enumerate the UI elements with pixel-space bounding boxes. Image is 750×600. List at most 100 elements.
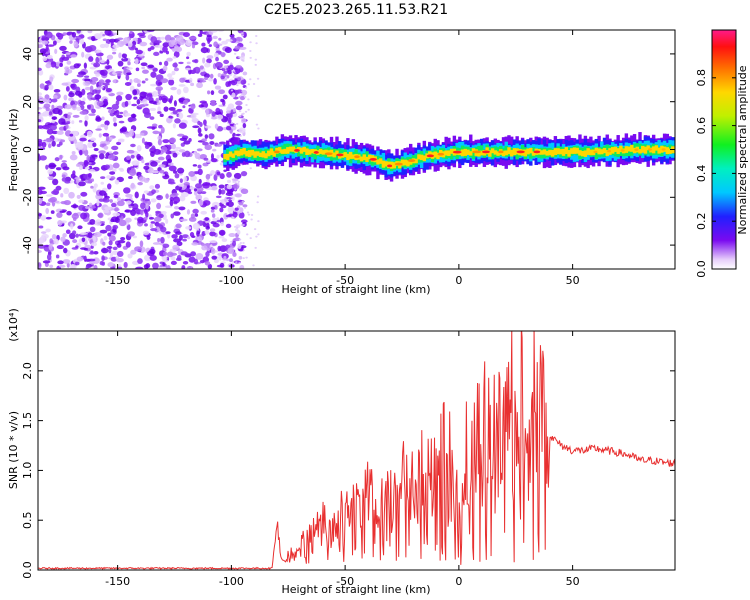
noise-speck — [165, 231, 171, 234]
ridge-cell — [490, 148, 495, 154]
noise-speck — [76, 256, 84, 262]
noise-speck — [141, 137, 145, 144]
noise-speck — [227, 117, 232, 124]
noise-speck — [49, 196, 58, 203]
noise-speck — [88, 45, 97, 52]
noise-speck — [235, 226, 239, 229]
ridge-cell — [403, 159, 407, 166]
noise-speck — [187, 191, 193, 195]
noise-speck — [150, 198, 157, 203]
noise-speck — [46, 61, 52, 65]
noise-speck — [79, 232, 88, 236]
noise-speck — [38, 69, 44, 76]
noise-speck — [59, 62, 63, 68]
noise-speck — [167, 158, 173, 164]
noise-speck — [207, 37, 211, 45]
noise-speck — [60, 139, 65, 143]
noise-speck — [60, 201, 67, 205]
ridge-cell — [597, 148, 601, 155]
noise-speck — [238, 127, 246, 134]
noise-speck — [136, 135, 142, 139]
noise-speck — [168, 106, 176, 111]
noise-speck — [220, 205, 227, 209]
noise-speck — [38, 141, 44, 147]
noise-speck — [204, 144, 212, 151]
noise-speck — [69, 154, 78, 161]
noise-speck — [38, 249, 42, 254]
noise-speck — [39, 48, 47, 54]
ridge-cell — [602, 147, 607, 154]
noise-speck — [167, 73, 173, 78]
noise-speck — [130, 249, 137, 255]
noise-speck — [220, 98, 225, 103]
noise-speck — [38, 186, 46, 190]
noise-speck — [157, 82, 163, 85]
noise-speck — [87, 141, 95, 149]
noise-speck — [49, 238, 54, 244]
noise-speck — [127, 41, 133, 48]
noise-speck — [150, 221, 156, 224]
noise-speck — [51, 104, 55, 110]
noise-speck — [115, 95, 123, 102]
noise-speck — [149, 185, 155, 190]
noise-speck — [219, 207, 224, 213]
noise-speck — [172, 152, 178, 158]
noise-speck — [161, 255, 168, 261]
noise-speck — [71, 31, 77, 38]
ridge-cell — [540, 150, 544, 155]
noise-speck — [97, 212, 104, 219]
noise-speck — [124, 112, 131, 117]
noise-speck — [107, 109, 115, 114]
noise-speck — [250, 218, 253, 221]
noise-speck — [87, 30, 93, 34]
noise-speck — [213, 52, 219, 58]
noise-speck — [241, 34, 244, 37]
noise-speck — [176, 241, 183, 247]
noise-speck — [247, 108, 250, 111]
noise-speck — [117, 240, 126, 244]
noise-speck — [186, 51, 191, 57]
noise-speck — [64, 176, 72, 182]
noise-speck — [255, 42, 258, 45]
noise-speck — [138, 104, 146, 108]
ridge-cell — [365, 151, 369, 162]
noise-speck — [146, 126, 155, 129]
ridge-cell — [570, 148, 574, 154]
noise-speck — [66, 210, 72, 216]
ridge-cell — [496, 151, 500, 156]
noise-speck — [210, 116, 218, 120]
ridge-cell — [646, 146, 650, 155]
ridge-cell — [449, 148, 454, 160]
noise-speck — [45, 63, 52, 69]
noise-speck — [257, 220, 260, 223]
noise-speck — [38, 113, 47, 117]
noise-speck — [84, 78, 91, 82]
ridge-cell — [504, 150, 508, 156]
noise-speck — [76, 194, 81, 199]
noise-speck — [85, 265, 89, 269]
noise-speck — [185, 188, 190, 192]
noise-speck — [228, 233, 236, 238]
noise-speck — [125, 93, 132, 101]
noise-speck — [105, 224, 112, 232]
noise-speck — [242, 123, 247, 129]
noise-speck — [222, 94, 228, 100]
noise-speck — [48, 243, 53, 251]
ridge-cell — [414, 158, 418, 164]
ridge-cell — [392, 162, 397, 169]
noise-speck — [220, 189, 226, 195]
noise-speck — [62, 259, 71, 264]
noise-speck — [223, 169, 227, 173]
noise-speck — [71, 151, 76, 155]
noise-speck — [209, 228, 216, 232]
noise-speck — [154, 40, 162, 44]
ridge-cell — [668, 144, 672, 152]
noise-speck — [234, 228, 239, 232]
noise-speck — [193, 59, 199, 64]
noise-speck — [108, 154, 116, 161]
noise-speck — [216, 143, 222, 147]
noise-speck — [142, 230, 150, 236]
noise-speck — [150, 71, 157, 78]
noise-speck — [246, 233, 249, 236]
noise-speck — [157, 135, 162, 141]
